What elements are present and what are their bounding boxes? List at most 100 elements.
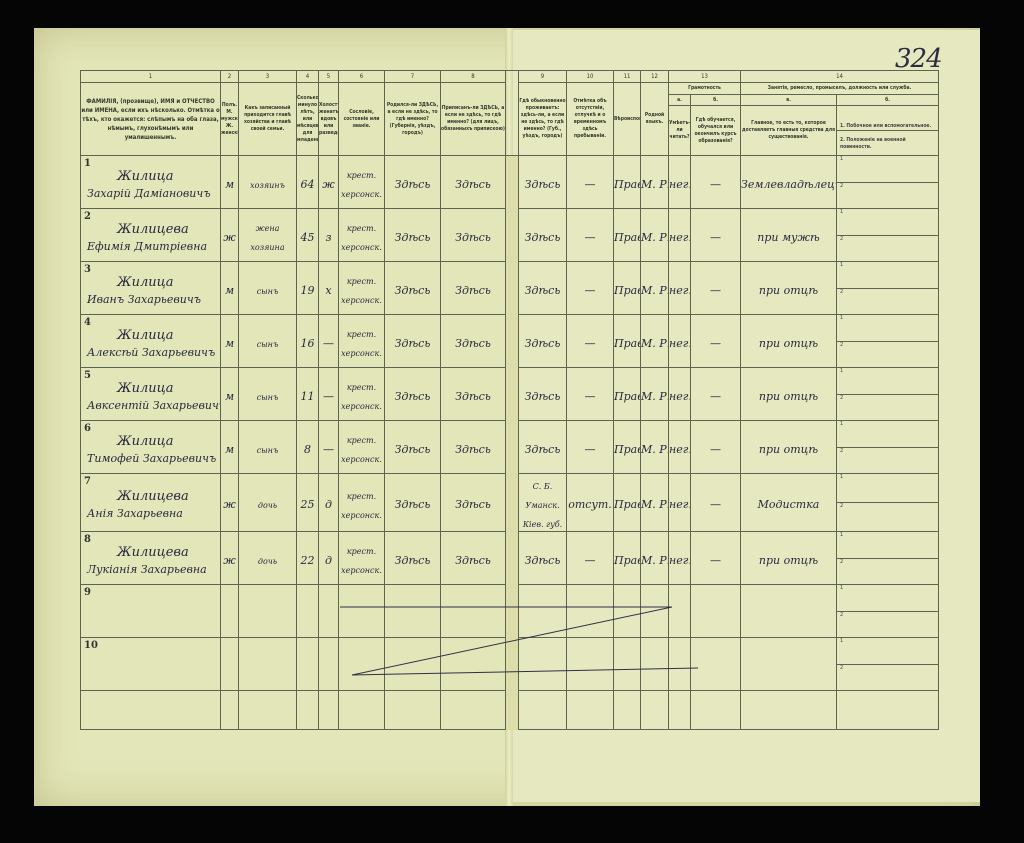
sex-cell: м	[220, 261, 239, 315]
name-cell: 2 Жилицева Ефимія Дмитріевна	[80, 208, 221, 262]
registered-value: Здѣсь	[455, 553, 491, 567]
estate-value: крест. херсонск.	[341, 491, 382, 520]
absence-cell: —	[566, 314, 614, 368]
resides-value: Здѣсь	[524, 389, 561, 403]
blank-cell	[668, 690, 691, 730]
age-cell: 45	[296, 208, 319, 262]
registered-cell: Здѣсь	[440, 314, 506, 368]
estate-cell	[338, 637, 385, 691]
religion-value: Прав.	[614, 177, 640, 191]
registered-cell	[440, 584, 506, 638]
born-value: Здѣсь	[394, 336, 431, 350]
occupation-value: при отцѣ	[758, 442, 819, 456]
sex-value: м	[224, 336, 235, 350]
gutter-cell	[505, 367, 519, 421]
header-sex: Полъ. М. мужской. Ж. женскій.	[220, 82, 239, 156]
estate-value: крест. херсонск.	[341, 383, 382, 411]
education-cell: —	[690, 473, 741, 532]
resides-cell: Здѣсь	[518, 420, 567, 474]
estate-value: крест. херсонск.	[341, 171, 382, 199]
sex-cell: ж	[220, 208, 239, 262]
resides-cell: Здѣсь	[518, 208, 567, 262]
sex-cell	[220, 637, 239, 691]
table-row: 4 Жилица Алексѣй Захарьевичъ м сынъ 16 — крест…	[80, 314, 939, 368]
born-value: Здѣсь	[394, 442, 431, 456]
age-value: 64	[300, 177, 315, 191]
colnum: 7	[384, 70, 441, 83]
religion-cell: Прав.	[613, 314, 641, 368]
surname: Жилица	[117, 380, 174, 396]
age-cell: 25	[296, 473, 319, 532]
occupation-cell: при отцѣ	[740, 420, 837, 474]
literate-cell: нег.	[668, 314, 691, 368]
registered-cell: Здѣсь	[440, 473, 506, 532]
blank-cell	[640, 690, 669, 730]
religion-cell: Прав.	[613, 531, 641, 585]
header-letter: а.	[668, 94, 691, 107]
blank-cell	[518, 690, 567, 730]
relation-cell: жена хозяина	[238, 208, 297, 262]
gutter-cell	[505, 314, 519, 368]
occupation-cell: при отцѣ	[740, 314, 837, 368]
education-value: —	[710, 177, 721, 191]
relation-cell: хозяинъ	[238, 155, 297, 209]
given-name: Алексѣй Захарьевичъ	[87, 345, 216, 359]
resides-cell: Здѣсь	[518, 531, 567, 585]
occupation-cell: при отцѣ	[740, 261, 837, 315]
literate-value: нег.	[669, 442, 691, 456]
header-secondary-occupation: 1. Побочное или вспомогательное. 2. Полож…	[836, 105, 939, 156]
education-value: —	[710, 336, 721, 350]
occupation-value: Модистка	[757, 498, 820, 511]
religion-cell	[613, 584, 641, 638]
sub-label: 1	[840, 368, 844, 375]
education-value: —	[710, 230, 721, 244]
born-value: Здѣсь	[394, 230, 431, 244]
name-cell: 1 Жилица Захарій Даміановичъ	[80, 155, 221, 209]
header-letter: в.	[740, 94, 837, 107]
surname: Жилица	[117, 274, 174, 290]
occupation-cell: Землевладѣлецъ	[740, 155, 837, 209]
estate-cell: крест. херсонск.	[338, 531, 385, 585]
absence-cell: —	[566, 531, 614, 585]
estate-cell: крест. херсонск.	[338, 261, 385, 315]
marital-cell: —	[318, 420, 339, 474]
row-number: 1	[84, 158, 91, 169]
age-cell: 16	[296, 314, 319, 368]
resides-cell: С. Б. Уманск. Кіев. губ.	[518, 473, 567, 532]
born-cell	[384, 584, 441, 638]
blank-cell	[238, 690, 297, 730]
education-value: —	[710, 498, 721, 511]
name-cell: 3 Жилица Иванъ Захарьевичъ	[80, 261, 221, 315]
literate-value: нег.	[669, 230, 691, 244]
literate-value: нег.	[669, 498, 691, 511]
sub-label: 1	[840, 209, 844, 216]
religion-value: Прав.	[614, 442, 640, 456]
born-cell: Здѣсь	[384, 208, 441, 262]
header-age: Сколько минуло лѣтъ, или мѣсяцевъ для мл…	[296, 82, 319, 156]
occupation-cell: при отцѣ	[740, 531, 837, 585]
marital-cell: —	[318, 367, 339, 421]
sub-label: 1	[840, 532, 844, 539]
age-cell: 11	[296, 367, 319, 421]
literate-cell: нег.	[668, 367, 691, 421]
religion-value: Прав.	[614, 230, 640, 244]
registered-value: Здѣсь	[455, 336, 491, 350]
header-military: 2. Положеніе на военной повинности.	[837, 129, 938, 151]
born-cell: Здѣсь	[384, 261, 441, 315]
sub-label: 1	[840, 156, 844, 163]
colnum: 1	[80, 70, 221, 83]
language-value: М. Р.	[641, 553, 669, 567]
education-cell: —	[690, 314, 741, 368]
colnum: 8	[440, 70, 506, 83]
relation-value: дочь	[257, 501, 278, 510]
born-cell: Здѣсь	[384, 420, 441, 474]
literate-value: нег.	[669, 389, 691, 403]
header-registered: Приписанъ-ли ЗДѢСЬ, а если не здѣсь, то …	[440, 82, 506, 156]
literate-value: нег.	[669, 336, 691, 350]
age-cell	[296, 584, 319, 638]
sex-cell: м	[220, 314, 239, 368]
name-cell: 7 Жилицева Анія Захарьевна	[80, 473, 221, 532]
language-cell: М. Р.	[640, 531, 669, 585]
estate-cell: крест. херсонск.	[338, 367, 385, 421]
